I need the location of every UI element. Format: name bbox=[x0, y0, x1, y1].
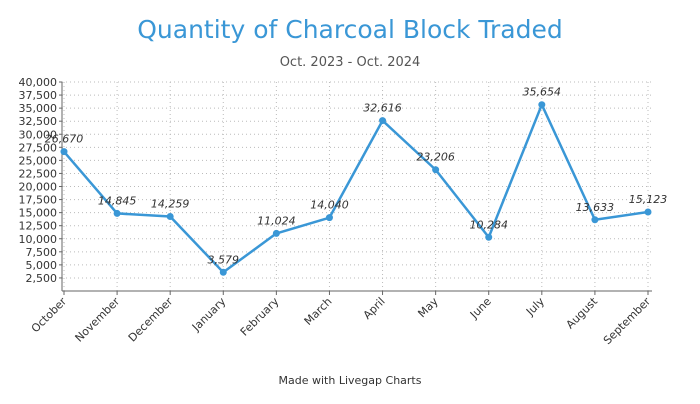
data-point[interactable] bbox=[60, 148, 68, 156]
y-tick-label: 20,000 bbox=[19, 181, 58, 194]
grid-layer bbox=[62, 81, 652, 291]
x-tick-label: February bbox=[238, 295, 282, 339]
data-label: 14,845 bbox=[98, 194, 137, 207]
y-tick-label: 2,500 bbox=[26, 272, 58, 285]
y-tick-label: 32,500 bbox=[19, 115, 58, 128]
data-point[interactable] bbox=[644, 208, 652, 216]
data-point[interactable] bbox=[538, 101, 546, 109]
y-tick-label: 22,500 bbox=[19, 167, 58, 180]
y-tick-label: 17,500 bbox=[19, 194, 58, 207]
data-point[interactable] bbox=[272, 229, 280, 237]
y-tick-label: 30,000 bbox=[19, 128, 58, 141]
data-point[interactable] bbox=[325, 214, 333, 222]
y-tick-label: 25,000 bbox=[19, 154, 58, 167]
x-tick-label: October bbox=[29, 295, 70, 336]
x-tick-label: December bbox=[126, 295, 176, 345]
data-label: 26,670 bbox=[45, 133, 84, 146]
footer-credit: Made with Livegap Charts bbox=[279, 374, 422, 387]
data-point[interactable] bbox=[485, 233, 493, 241]
data-label: 23,206 bbox=[416, 151, 455, 164]
data-label: 32,616 bbox=[363, 102, 402, 115]
series-line bbox=[63, 103, 649, 274]
x-tick-label: November bbox=[73, 295, 123, 345]
data-label-layer: 26,670 14,845 14,259 3,579 11,024 14,040 32,61… bbox=[45, 86, 668, 267]
y-tick-label: 27,500 bbox=[19, 141, 58, 154]
data-label: 10,284 bbox=[469, 218, 508, 231]
y-tick-label: 12,500 bbox=[19, 220, 58, 233]
y-tick-label: 7,500 bbox=[26, 246, 58, 259]
x-tick-label: July bbox=[523, 295, 547, 319]
data-label: 35,654 bbox=[523, 86, 562, 99]
x-tick-label: January bbox=[189, 295, 229, 335]
data-point[interactable] bbox=[432, 166, 440, 174]
data-label: 13,633 bbox=[576, 201, 615, 214]
x-tick-label: April bbox=[361, 295, 388, 322]
data-point[interactable] bbox=[166, 212, 174, 220]
x-tick-label: August bbox=[564, 294, 601, 331]
data-point[interactable] bbox=[219, 268, 227, 276]
y-tick-label: 5,000 bbox=[26, 259, 58, 272]
chart-title: Quantity of Charcoal Block Traded bbox=[137, 15, 563, 44]
data-label: 15,123 bbox=[629, 193, 668, 206]
x-tick-label: May bbox=[415, 295, 441, 321]
y-tick-label: 40,000 bbox=[19, 76, 58, 89]
y-tick-label: 15,000 bbox=[19, 207, 58, 220]
data-point[interactable] bbox=[113, 209, 121, 217]
data-point[interactable] bbox=[591, 216, 599, 224]
x-tick-label: September bbox=[601, 295, 654, 348]
data-label: 11,024 bbox=[257, 214, 296, 227]
x-tick-label: June bbox=[467, 295, 494, 322]
data-point[interactable] bbox=[379, 117, 387, 125]
data-label: 3,579 bbox=[208, 253, 240, 266]
y-tick-label: 35,000 bbox=[19, 102, 58, 115]
chart-subtitle: Oct. 2023 - Oct. 2024 bbox=[280, 55, 421, 70]
series-layer bbox=[60, 101, 652, 276]
data-label: 14,259 bbox=[151, 197, 190, 210]
y-tick-label: 37,500 bbox=[19, 89, 58, 102]
x-tick-label: March bbox=[302, 295, 335, 328]
y-tick-label: 10,000 bbox=[19, 233, 58, 246]
data-label: 14,040 bbox=[310, 199, 349, 212]
